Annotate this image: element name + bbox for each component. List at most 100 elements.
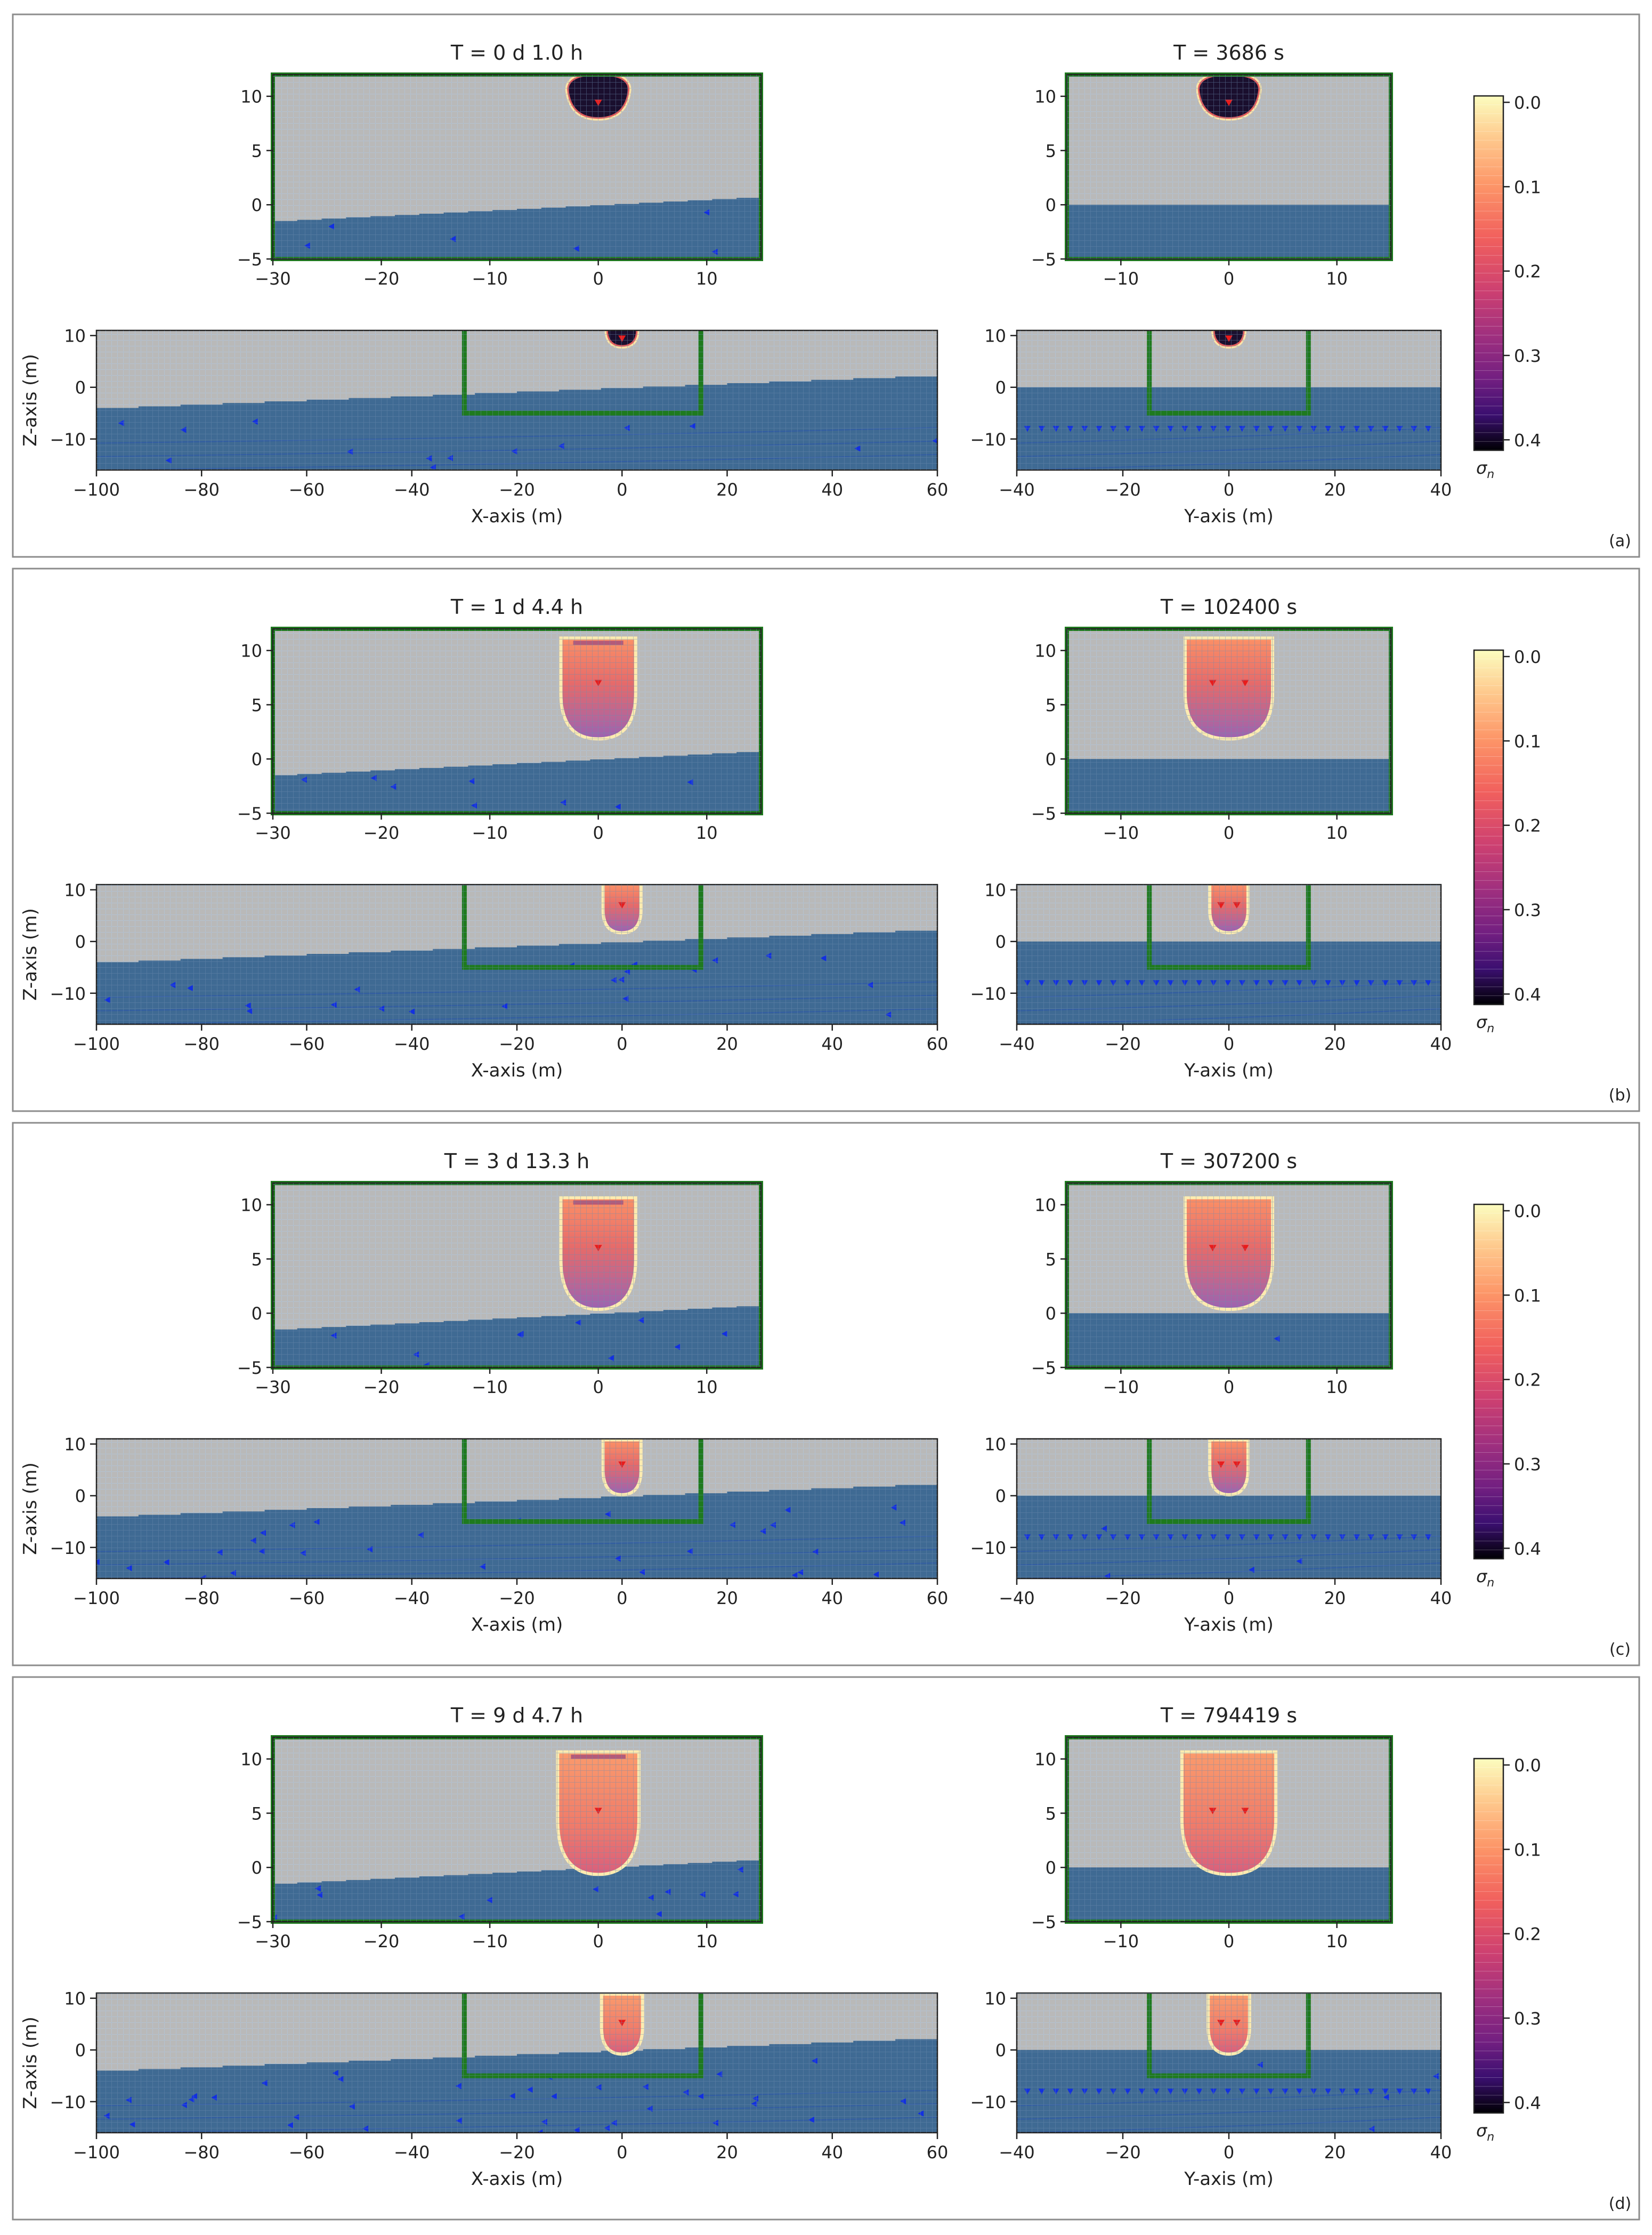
colorbar-label: σn: [1476, 1566, 1494, 1590]
colorbar-tick-label: 0.2: [1514, 1924, 1541, 1945]
x-tick-label: 60: [927, 1588, 949, 1608]
x-tick-label: −20: [363, 823, 400, 843]
colorbar: 0.0 0.1 0.2 0.3 0.4 σn: [1473, 1755, 1541, 2144]
x-tick-label: 0: [617, 1588, 627, 1608]
axes-title: T = 3 d 13.3 h: [444, 1149, 589, 1173]
colorbar-gradient: [1474, 650, 1503, 1005]
colorbar-label-subscript: n: [1487, 1022, 1494, 1035]
x-tick-label: 10: [1326, 269, 1348, 289]
x-tick-label: −100: [73, 1588, 120, 1608]
x-tick-label: −60: [289, 2142, 325, 2163]
x-tick-label: 10: [696, 269, 718, 289]
y-tick-label: −10: [970, 984, 1006, 1004]
y-tick-label: 10: [1034, 87, 1056, 107]
x-tick-label: −10: [472, 1931, 508, 1951]
x-tick-label: −100: [73, 2142, 120, 2163]
z-axis-label: Z-axis (m): [20, 1462, 41, 1555]
axes-title: T = 307200 s: [1160, 1149, 1297, 1173]
colorbar-tick-label: 0.1: [1514, 731, 1541, 751]
x-tick-label: −20: [1105, 2142, 1141, 2163]
x-tick-label: −40: [394, 1588, 430, 1608]
colorbar-label-subscript: n: [1487, 1576, 1494, 1590]
colorbar-tick-label: 0.2: [1514, 816, 1541, 836]
x-tick-label: 0: [1224, 823, 1234, 843]
y-tick-label: 10: [240, 87, 262, 107]
y-tick-label: 0: [75, 932, 86, 952]
x-tick-label: −40: [394, 480, 430, 500]
y-tick-label: 10: [64, 880, 86, 901]
colorbar-tick-label: 0.0: [1514, 1201, 1541, 1221]
y-tick-label: 5: [1046, 1803, 1056, 1824]
x-tick-label: 10: [1326, 1377, 1348, 1397]
x-tick-label: −10: [472, 1377, 508, 1397]
y-tick-label: 0: [995, 378, 1006, 398]
colorbar-tick-label: 0.1: [1514, 1840, 1541, 1860]
y-axis-label: Y-axis (m): [1184, 506, 1274, 527]
y-tick-label: 10: [1034, 1195, 1056, 1216]
y-tick-label: 5: [252, 695, 262, 715]
axes-title: T = 102400 s: [1160, 595, 1297, 619]
y-tick-label: 0: [1046, 749, 1056, 770]
x-tick-label: 0: [593, 269, 603, 289]
colorbar-gradient: [1474, 1204, 1503, 1559]
x-tick-label: 10: [1326, 823, 1348, 843]
y-tick-label: 10: [984, 1989, 1006, 2009]
y-axis-label: Y-axis (m): [1184, 2168, 1274, 2190]
colorbar-tick-label: 0.2: [1514, 262, 1541, 282]
x-tick-label: 0: [1224, 1588, 1234, 1608]
colorbar-label-symbol: σ: [1476, 458, 1488, 478]
x-tick-label: 20: [716, 1588, 738, 1608]
y-tick-label: 10: [64, 326, 86, 346]
x-axis-label: X-axis (m): [471, 2168, 563, 2190]
y-tick-label: 10: [984, 880, 1006, 901]
x-tick-label: 0: [593, 823, 603, 843]
x-tick-label: 20: [716, 1034, 738, 1054]
y-axis-label: Y-axis (m): [1184, 1614, 1274, 1635]
panel-label: (a): [1609, 532, 1631, 550]
x-tick-label: −80: [183, 2142, 220, 2163]
x-tick-label: 60: [927, 2142, 949, 2163]
colorbar-tick-label: 0.1: [1514, 1285, 1541, 1306]
x-tick-label: −20: [363, 1377, 400, 1397]
x-tick-label: 40: [821, 2142, 843, 2163]
x-tick-label: −80: [183, 1588, 220, 1608]
y-tick-label: 10: [240, 641, 262, 661]
x-tick-label: 40: [821, 1588, 843, 1608]
x-tick-label: −10: [1103, 823, 1139, 843]
colorbar-tick-label: 0.4: [1514, 984, 1541, 1005]
x-tick-label: 0: [617, 1034, 627, 1054]
y-tick-label: −10: [50, 430, 86, 450]
colorbar: 0.0 0.1 0.2 0.3 0.4 σn: [1473, 93, 1541, 481]
x-tick-label: −20: [499, 2142, 535, 2163]
x-tick-label: −40: [999, 480, 1035, 500]
y-tick-label: 10: [1034, 1750, 1056, 1770]
y-tick-label: 5: [252, 141, 262, 161]
y-tick-label: 10: [64, 1989, 86, 2009]
axes-title: T = 794419 s: [1160, 1704, 1297, 1727]
x-tick-label: 10: [1326, 1931, 1348, 1951]
panel-label: (c): [1609, 1640, 1631, 1659]
x-tick-label: 0: [1224, 269, 1234, 289]
x-tick-label: −20: [1105, 1034, 1141, 1054]
colorbar-tick-label: 0.3: [1514, 1454, 1541, 1475]
y-tick-label: 10: [984, 1435, 1006, 1455]
y-tick-label: −10: [970, 1538, 1006, 1558]
y-tick-label: 0: [995, 1486, 1006, 1507]
x-tick-label: 0: [1224, 1931, 1234, 1951]
z-axis-label: Z-axis (m): [20, 2017, 41, 2109]
y-tick-label: −5: [1031, 804, 1056, 824]
x-tick-label: −40: [999, 1034, 1035, 1054]
x-tick-label: −20: [363, 269, 400, 289]
y-tick-label: 0: [995, 2040, 1006, 2061]
axes-title: T = 9 d 4.7 h: [450, 1704, 583, 1727]
x-tick-label: 0: [1224, 480, 1234, 500]
colorbar-tick-label: 0.3: [1514, 2009, 1541, 2029]
y-tick-label: 10: [984, 326, 1006, 346]
x-tick-label: −10: [1103, 269, 1139, 289]
y-tick-label: 10: [1034, 641, 1056, 661]
y-tick-label: 0: [1046, 1858, 1056, 1878]
y-tick-label: −5: [237, 1358, 262, 1378]
colorbar-tick-label: 0.4: [1514, 1538, 1541, 1559]
colorbar-frame: [1473, 95, 1504, 451]
